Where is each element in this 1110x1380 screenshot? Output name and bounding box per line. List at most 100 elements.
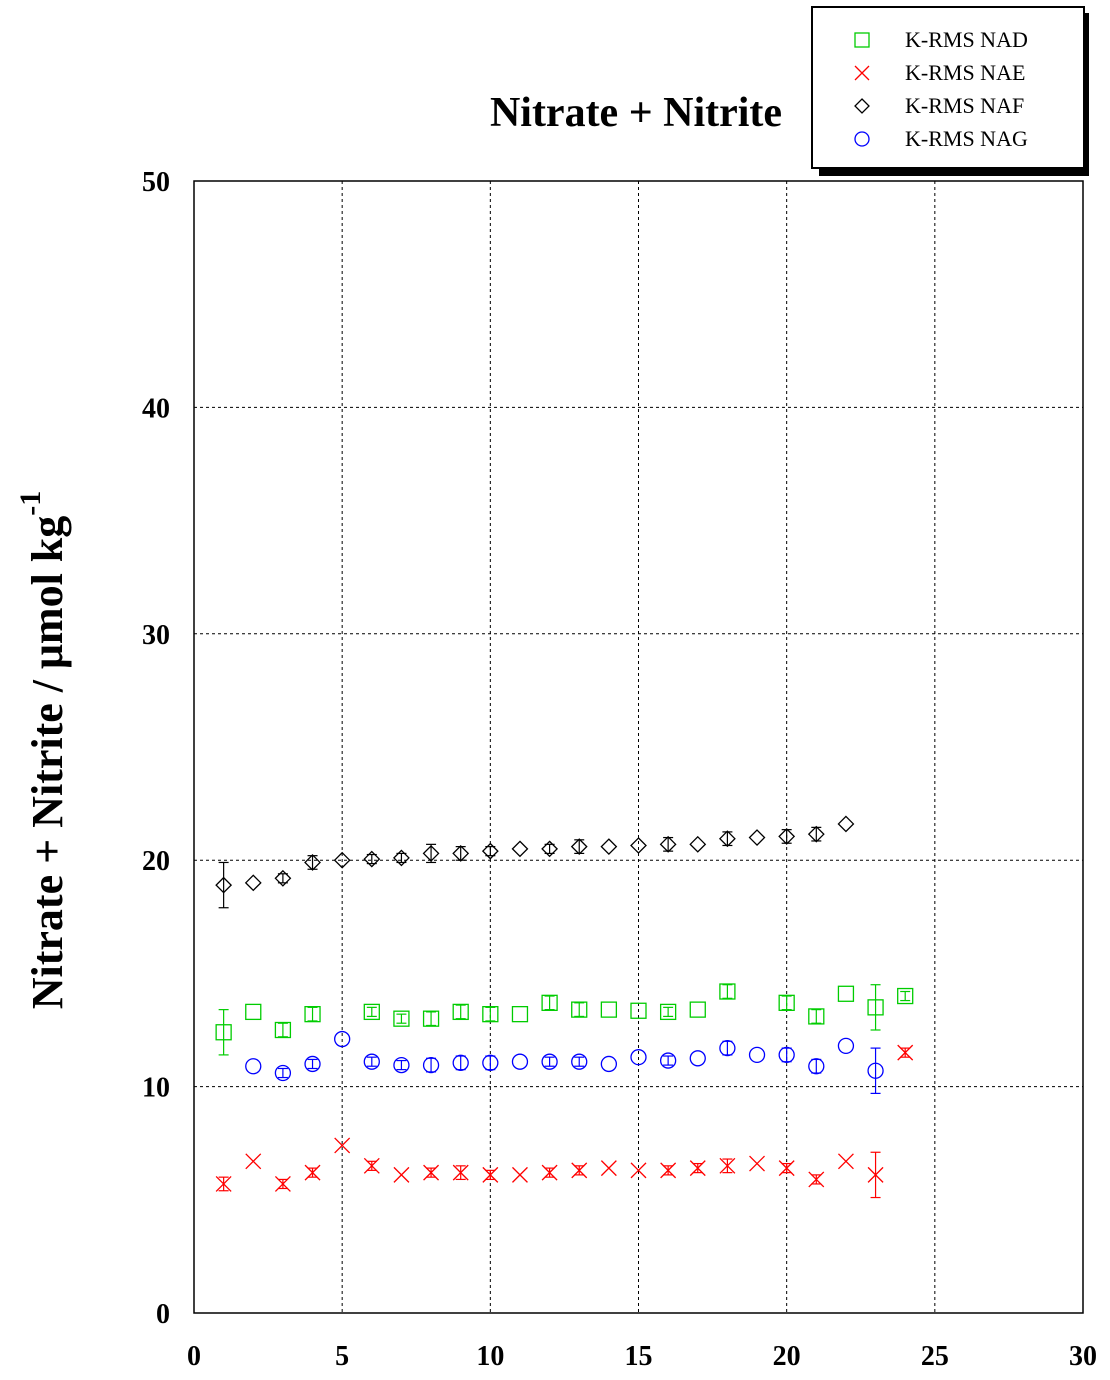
data-point <box>600 838 618 856</box>
legend-marker <box>854 98 870 114</box>
data-point <box>541 840 559 858</box>
y-tick-label: 0 <box>156 1299 170 1330</box>
series-k-rms-naf <box>215 815 855 909</box>
data-point <box>363 1053 380 1070</box>
x-tick-label: 10 <box>476 1341 504 1372</box>
data-point <box>748 829 766 846</box>
data-point <box>393 849 410 867</box>
data-point <box>245 1058 262 1075</box>
legend-label: K-RMS NAG <box>905 126 1028 151</box>
data-point <box>512 1166 528 1183</box>
data-point <box>630 1162 647 1179</box>
data-point <box>778 994 795 1011</box>
data-point <box>393 1056 410 1074</box>
x-tick-label: 20 <box>773 1341 801 1372</box>
axis-ticks: 0 5 10 15 20 25 30 0 10 20 30 40 50 <box>142 167 1097 1372</box>
data-point <box>482 1054 499 1071</box>
y-axis-label-superscript: -1 <box>14 491 47 516</box>
data-point <box>719 983 736 1000</box>
data-point <box>452 1054 469 1071</box>
data-point <box>452 844 470 862</box>
data-point <box>748 1046 766 1064</box>
data-point <box>274 869 292 887</box>
data-point <box>689 1001 706 1018</box>
y-tick-label: 40 <box>142 393 170 424</box>
data-point <box>274 1064 292 1082</box>
data-point <box>659 1003 677 1021</box>
data-point <box>600 1055 618 1073</box>
data-point <box>778 1046 795 1064</box>
data-point <box>689 1050 706 1067</box>
data-point <box>244 874 262 892</box>
data-point <box>274 1021 292 1039</box>
data-point <box>807 825 825 843</box>
data-point <box>393 1010 410 1027</box>
legend-label: K-RMS NAE <box>905 60 1025 85</box>
data-point <box>541 1053 558 1070</box>
x-tick-label: 30 <box>1069 1341 1097 1372</box>
data-point <box>630 1049 647 1066</box>
data-point <box>570 838 588 856</box>
data-point <box>511 1006 529 1023</box>
data-point <box>245 1153 262 1170</box>
data-point <box>482 1006 499 1023</box>
data-point <box>749 1155 765 1172</box>
data-point <box>541 994 558 1011</box>
series-k-rms-nad <box>215 983 914 1056</box>
data-point <box>718 830 736 848</box>
data-point <box>778 828 796 845</box>
data-point <box>689 835 707 853</box>
data-point <box>659 1052 677 1069</box>
data-point <box>600 1001 618 1018</box>
y-axis-label-text: Nitrate + Nitrite / μmol kg <box>23 516 72 1010</box>
y-tick-label: 10 <box>142 1073 170 1104</box>
data-point <box>897 987 914 1005</box>
data-point <box>837 1153 854 1170</box>
data-point <box>630 1002 647 1019</box>
data-point <box>334 1137 351 1154</box>
legend: K-RMS NAD K-RMS NAE K-RMS NAF K-RMS NAG <box>811 6 1089 176</box>
data-point <box>245 1003 262 1021</box>
data-point <box>837 1037 855 1054</box>
data-point <box>304 1055 321 1073</box>
y-tick-label: 30 <box>142 620 170 651</box>
data-point <box>333 851 351 869</box>
data-point <box>304 1006 321 1023</box>
data-point <box>511 840 529 858</box>
y-tick-label: 50 <box>142 167 170 198</box>
data-point <box>304 854 321 871</box>
x-tick-label: 5 <box>335 1341 349 1372</box>
data-point <box>363 1003 380 1021</box>
data-point <box>837 815 855 833</box>
data-point <box>481 842 499 860</box>
data-point <box>511 1053 529 1070</box>
legend-label: K-RMS NAF <box>905 93 1024 118</box>
data-point <box>630 837 647 854</box>
data-point <box>422 1010 440 1027</box>
data-point <box>837 985 855 1002</box>
legend-marker <box>854 131 870 147</box>
data-point <box>808 1008 825 1025</box>
plot-frame <box>193 180 1084 1314</box>
legend-label: K-RMS NAD <box>905 27 1028 52</box>
data-point <box>571 1053 588 1070</box>
data-point <box>600 1160 617 1177</box>
x-tick-label: 25 <box>921 1341 949 1372</box>
data-point <box>719 1039 736 1057</box>
data-point <box>422 1056 440 1074</box>
legend-items: K-RMS NAD K-RMS NAE K-RMS NAF K-RMS NAG <box>854 27 1028 151</box>
data-point <box>334 1030 351 1048</box>
legend-box <box>811 6 1085 169</box>
data-point <box>363 850 381 868</box>
series-k-rms-nag <box>245 1030 884 1094</box>
x-tick-label: 15 <box>625 1341 653 1372</box>
y-axis-label: Nitrate + Nitrite / μmol kg-1 <box>14 491 72 1010</box>
legend-marker <box>854 32 870 48</box>
x-tick-label: 0 <box>187 1341 201 1372</box>
series-k-rms-nae <box>215 1044 914 1199</box>
data-point <box>393 1166 410 1183</box>
data-point <box>452 1003 469 1021</box>
data-point <box>571 1001 588 1018</box>
data-point <box>659 835 677 853</box>
